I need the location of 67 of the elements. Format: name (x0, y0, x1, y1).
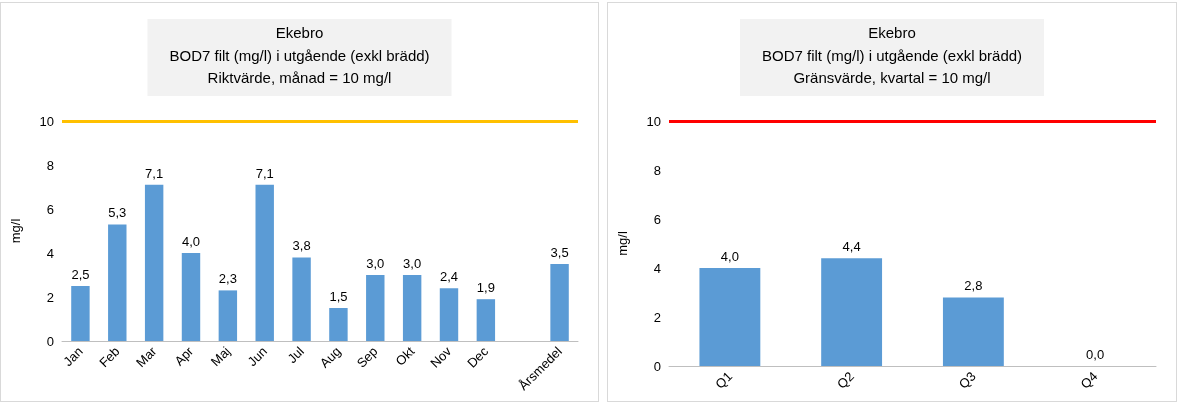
data-label: 1,9 (476, 280, 495, 296)
bar (329, 308, 348, 341)
x-tick-label: Jul (284, 343, 307, 367)
y-axis-title: mg/l (615, 231, 630, 256)
data-label: 4,0 (181, 234, 201, 249)
chart-title: Ekebro (275, 24, 324, 41)
data-label: 3,0 (403, 256, 422, 271)
x-tick-label: Apr (171, 343, 197, 369)
data-label: 3,8 (292, 238, 311, 254)
bar (144, 184, 164, 341)
y-tick-label: 2 (653, 309, 661, 325)
bar (942, 297, 1004, 366)
bar (550, 264, 569, 341)
data-label: 1,5 (329, 289, 348, 304)
data-label: 2,3 (218, 271, 237, 287)
bar (402, 275, 422, 341)
x-tick-label: Okt (392, 343, 418, 369)
x-tick-label: Aug (316, 343, 344, 371)
x-tick-label: Nov (427, 343, 455, 371)
y-tick-label: 4 (653, 260, 661, 276)
bar (218, 290, 238, 341)
y-tick-label: 8 (653, 162, 661, 178)
x-tick-label: Q4 (1077, 368, 1101, 392)
x-tick-label: Jun (244, 343, 271, 370)
bar (181, 253, 201, 341)
bar (366, 275, 385, 341)
x-tick-label: Jan (60, 343, 86, 370)
x-tick-label: Maj (207, 343, 234, 370)
x-tick-label: Q2 (834, 368, 857, 392)
bar (71, 286, 90, 341)
bar (699, 268, 761, 366)
x-tick-label: Dec (464, 343, 492, 371)
data-label: 3,5 (550, 245, 569, 260)
bar (292, 257, 311, 341)
data-label: 2,8 (964, 278, 983, 294)
bar (439, 288, 459, 341)
y-tick-label: 8 (46, 157, 54, 173)
data-label: 7,1 (145, 165, 164, 181)
y-tick-label: 10 (646, 113, 661, 129)
y-tick-label: 10 (39, 113, 54, 129)
y-axis-title: mg/l (8, 218, 23, 244)
chart-subtitle: BOD7 filt (mg/l) i utgående (exkl brädd) Riktvärde, månad = 10 mg/l (169, 46, 430, 86)
bar (476, 299, 496, 341)
bar (108, 224, 127, 341)
y-tick-label: 6 (46, 201, 54, 217)
data-label: 5,3 (108, 205, 127, 221)
x-tick-label: Mar (133, 343, 160, 371)
y-tick-label: 0 (46, 333, 54, 349)
data-label: 4,0 (720, 249, 739, 264)
chart-subtitle: BOD7 filt (mg/l) i utgående (exkl brädd) Gränsvärde, kvartal = 10 mg/l (761, 46, 1023, 86)
x-tick-label: Q1 (712, 368, 736, 392)
bar (821, 258, 883, 366)
data-label: 0,0 (1086, 347, 1105, 362)
bar (255, 184, 274, 341)
data-label: 2,4 (439, 269, 459, 285)
y-tick-label: 0 (653, 358, 661, 374)
x-tick-label: Sep (353, 343, 381, 371)
y-tick-label: 6 (653, 211, 661, 227)
y-tick-label: 4 (46, 245, 54, 261)
data-label: 3,0 (366, 256, 385, 271)
data-label: 4,4 (842, 239, 861, 255)
chart-title: Ekebro (868, 24, 916, 41)
data-label: 7,1 (255, 165, 274, 181)
x-tick-label: Feb (96, 343, 123, 371)
data-label: 2,5 (71, 267, 90, 282)
y-tick-label: 2 (46, 289, 54, 305)
x-tick-label: Q3 (955, 368, 979, 392)
